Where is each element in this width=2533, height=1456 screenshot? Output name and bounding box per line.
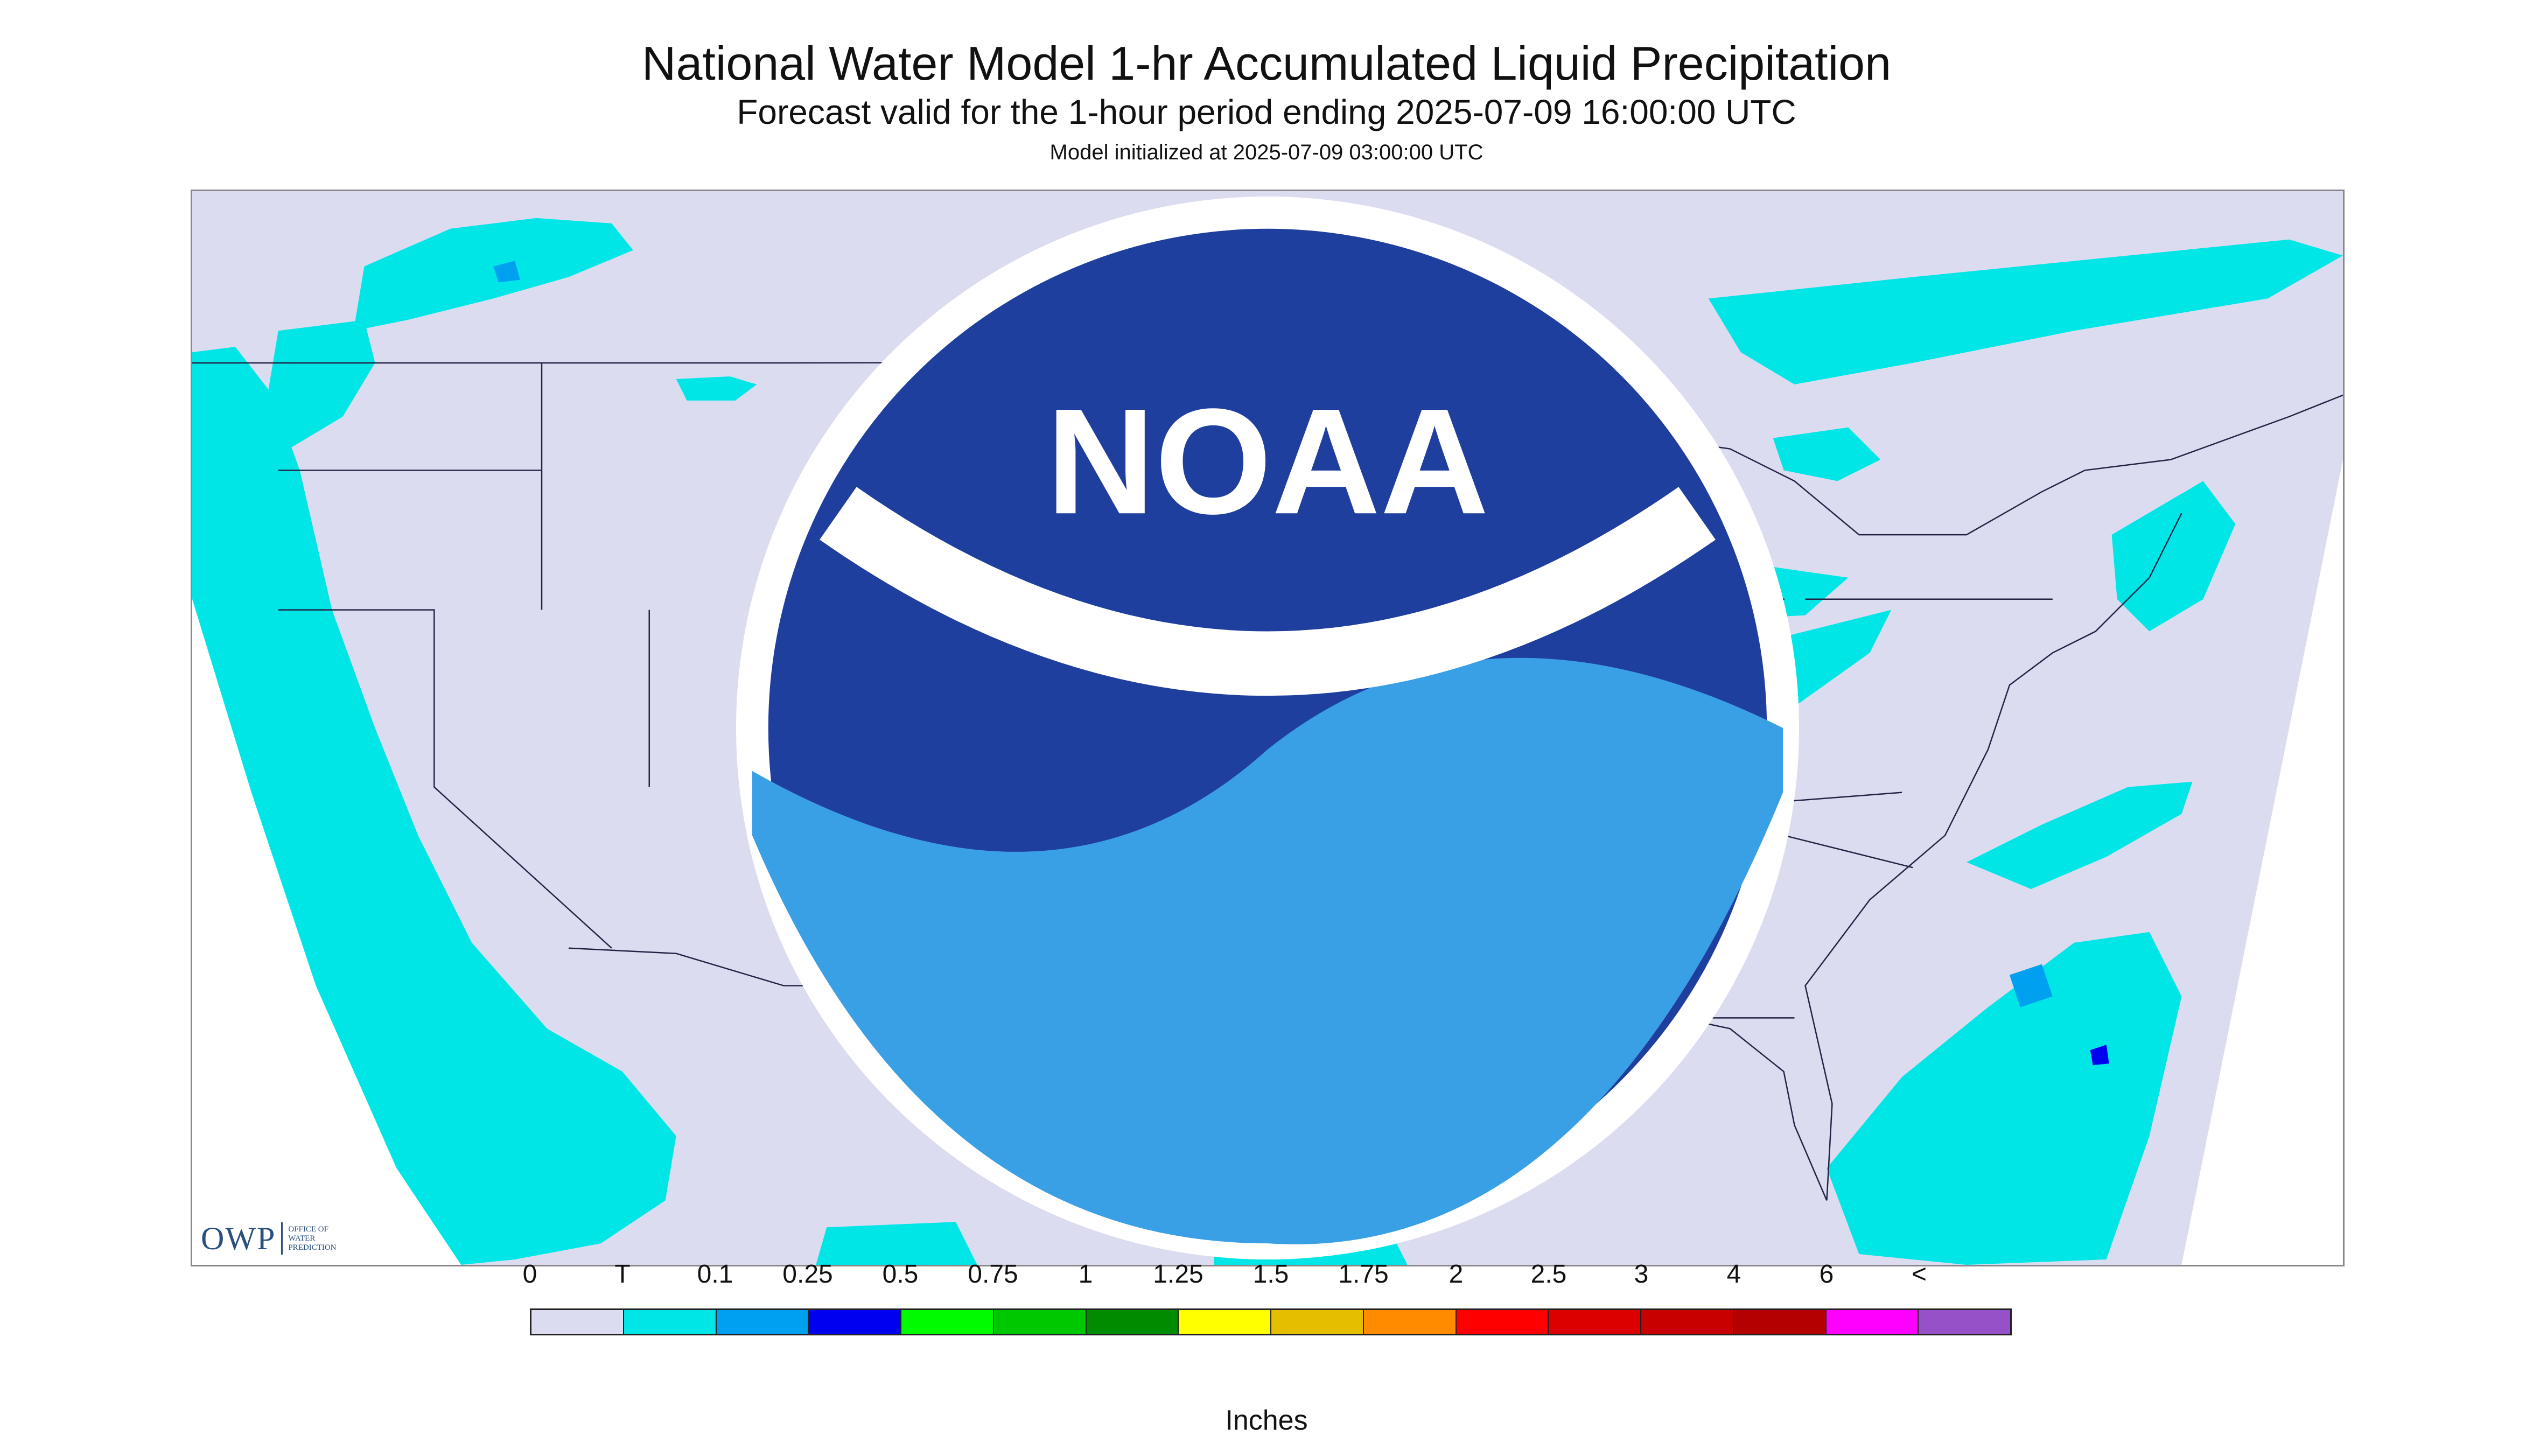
precipitation-map[interactable]: OWP OFFICE OF WATER PREDICTION NOAA [191, 190, 2345, 1266]
owp-logo-line-3: PREDICTION [288, 1243, 337, 1252]
precip-ontario [1773, 427, 1881, 481]
legend-tick-label: < [1911, 1260, 1927, 1289]
legend-swatch [809, 1310, 901, 1334]
precip-washington [267, 320, 375, 449]
legend-swatch [531, 1310, 624, 1334]
legend-tick-label: 2.5 [1530, 1260, 1567, 1289]
legend-colorbar [530, 1308, 2012, 1335]
legend-swatch [716, 1310, 809, 1334]
owp-logo-divider [281, 1222, 283, 1255]
legend-tick-label: 1.75 [1338, 1260, 1389, 1289]
legend-tick-label: 0.75 [968, 1260, 1018, 1289]
precip-mexico-south [816, 1222, 977, 1265]
legend-tick-label: 0.25 [782, 1260, 833, 1289]
legend-tick-label: 2 [1449, 1260, 1464, 1289]
legend-swatch [1919, 1310, 2010, 1334]
legend-tick-label: 0.1 [697, 1260, 733, 1289]
legend-tick-label: 6 [1819, 1260, 1834, 1289]
precip-canada-east [1708, 239, 2343, 384]
legend-tick-label: T [614, 1260, 631, 1289]
legend-units: Inches [1225, 1405, 1308, 1436]
legend-tick-label: 0.5 [882, 1260, 919, 1289]
legend-swatch [624, 1310, 717, 1334]
owp-logo-subtext: OFFICE OF WATER PREDICTION [288, 1225, 336, 1252]
precip-heavy-atlantic [2090, 1045, 2109, 1066]
precip-carolinas-offshore [1967, 781, 2193, 890]
precip-pacific-coast [192, 347, 676, 1265]
noaa-logo-text: NOAA [1046, 377, 1489, 545]
legend-swatch [1733, 1310, 1827, 1334]
legend-tick-label: 0 [522, 1260, 537, 1289]
legend-swatch [1641, 1310, 1734, 1334]
state-line-ca-nv [278, 609, 612, 949]
legend-swatch [993, 1310, 1087, 1334]
legend-tick-label: 3 [1634, 1260, 1649, 1289]
precip-new-england [2111, 481, 2236, 632]
legend-swatch [1363, 1310, 1457, 1334]
owp-logo: OWP OFFICE OF WATER PREDICTION [201, 1220, 337, 1257]
legend-swatch [1179, 1310, 1271, 1334]
precip-baja-offshore [386, 985, 633, 1244]
legend-tick-label: 1.25 [1153, 1260, 1203, 1289]
map-title: National Water Model 1-hr Accumulated Li… [641, 37, 1892, 90]
model-init-line: Model initialized at 2025-07-09 03:00:00… [1049, 141, 1484, 164]
legend-tick-labels: 0 T 0.1 0.25 0.5 0.75 1 1.25 1.5 1.75 2 2.5 3 4 6 < [0, 1260, 2533, 1301]
precip-bc-north [353, 218, 633, 331]
owp-logo-word: OWP [201, 1221, 276, 1256]
legend-swatch [1271, 1310, 1364, 1334]
forecast-valid-subtitle: Forecast valid for the 1-hour period end… [737, 93, 1796, 131]
precip-moderate-bc [493, 261, 521, 283]
legend-swatch [1086, 1310, 1179, 1334]
precip-montana [676, 376, 757, 401]
legend-swatch [1549, 1310, 1641, 1334]
legend-tick-label: 1.5 [1252, 1260, 1289, 1289]
legend-swatch [1826, 1310, 1919, 1334]
precip-moderate-atlantic [2009, 964, 2053, 1007]
legend-swatch [901, 1310, 994, 1334]
legend-swatch [1456, 1310, 1549, 1334]
atlantic-coast [1804, 513, 2182, 1201]
owp-logo-line-2: WATER [288, 1234, 316, 1243]
precip-atlantic-south [1827, 932, 2182, 1265]
owp-logo-line-1: OFFICE OF [288, 1224, 328, 1234]
noaa-logo: NOAA [736, 196, 1800, 1260]
legend-tick-label: 1 [1078, 1260, 1093, 1289]
legend-tick-label: 4 [1726, 1260, 1741, 1289]
